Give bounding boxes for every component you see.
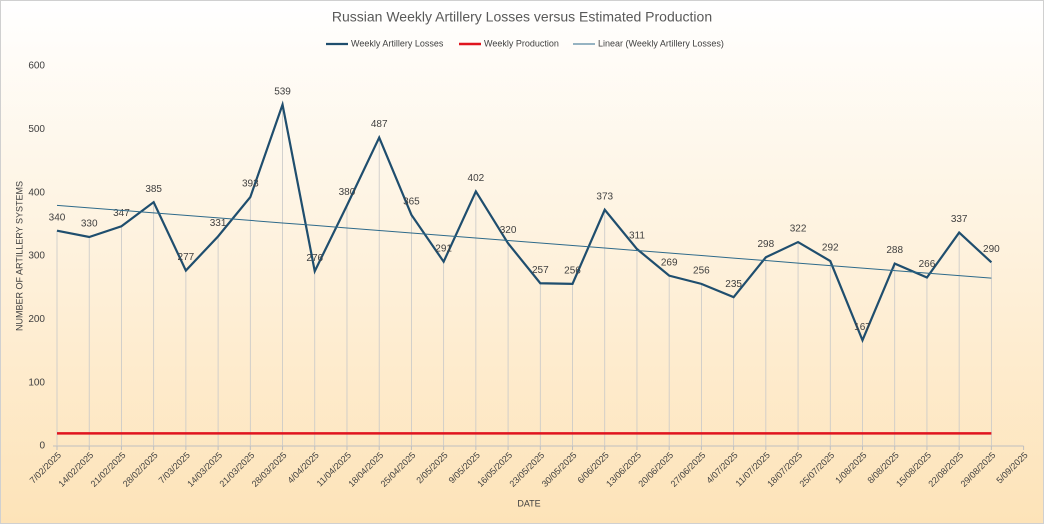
- y-tick-label: 300: [28, 251, 45, 262]
- series-line: [56, 100, 993, 344]
- data-label: 331: [210, 218, 227, 229]
- data-label: 340: [49, 212, 66, 223]
- data-label: 393: [242, 179, 259, 190]
- y-tick-label: 100: [28, 377, 45, 388]
- chart-title: Russian Weekly Artillery Losses versus E…: [332, 9, 712, 25]
- y-axis-label: NUMBER OF ARTILLERY SYSTEMS: [14, 181, 24, 331]
- data-label: 365: [403, 196, 420, 207]
- x-axis-label: DATE: [517, 498, 540, 508]
- data-label: 257: [532, 265, 549, 276]
- data-label: 269: [661, 257, 678, 268]
- data-label: 291: [435, 243, 452, 254]
- data-label: 292: [822, 243, 839, 254]
- y-tick-label: 600: [28, 61, 45, 72]
- series-line: [56, 204, 992, 279]
- y-tick-label: 0: [39, 441, 45, 452]
- data-label: 322: [790, 224, 807, 235]
- y-tick-label: 200: [28, 314, 45, 325]
- data-label: 288: [886, 245, 903, 256]
- data-label: 402: [468, 173, 485, 184]
- data-label: 487: [371, 119, 388, 130]
- y-tick-label: 400: [28, 187, 45, 198]
- data-label: 256: [564, 266, 581, 277]
- legend-label: Weekly Artillery Losses: [351, 38, 444, 48]
- data-label: 276: [306, 253, 323, 264]
- data-label: 298: [757, 239, 774, 250]
- data-label: 235: [725, 279, 742, 290]
- data-label: 290: [983, 244, 1000, 255]
- data-label: 337: [951, 214, 968, 225]
- y-tick-label: 500: [28, 124, 45, 135]
- data-label: 347: [113, 208, 130, 219]
- data-label: 539: [274, 86, 291, 97]
- data-label: 167: [854, 322, 871, 333]
- legend-label: Linear (Weekly Artillery Losses): [598, 38, 724, 48]
- data-label: 380: [339, 187, 356, 198]
- legend-label: Weekly Production: [484, 38, 559, 48]
- data-label: 373: [596, 191, 613, 202]
- data-label: 277: [178, 252, 195, 263]
- data-label: 311: [629, 231, 645, 242]
- data-label: 320: [500, 225, 517, 236]
- data-label: 330: [81, 219, 98, 230]
- data-label: 256: [693, 266, 710, 277]
- data-label: 385: [145, 184, 162, 195]
- data-label: 266: [919, 259, 936, 270]
